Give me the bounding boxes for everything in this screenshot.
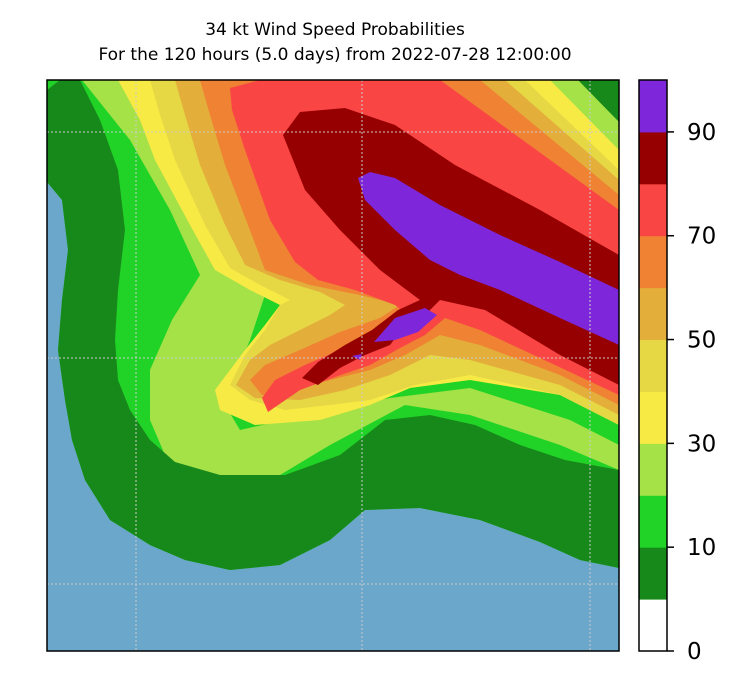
colorbar-band-70-80 xyxy=(639,183,667,237)
colorbar-tick-label: 10 xyxy=(687,535,716,561)
colorbar-tick-label: 30 xyxy=(687,431,716,457)
colorbar-band-10-20 xyxy=(639,495,667,548)
colorbar-band-20-30 xyxy=(639,443,667,496)
colorbar-frame xyxy=(638,79,668,652)
chart-subtitle: For the 120 hours (5.0 days) from 2022-0… xyxy=(98,45,572,65)
land-area xyxy=(47,182,619,651)
colorbar-tick-label: 50 xyxy=(687,328,716,354)
colorbar-band-60-70 xyxy=(639,235,667,289)
colorbar-band-90-100 xyxy=(639,80,667,133)
colorbar-band-80-90 xyxy=(639,131,667,185)
colorbar-band-5-10 xyxy=(639,547,667,600)
colorbar-band-30-40 xyxy=(639,391,667,444)
region-5-10 xyxy=(47,80,619,570)
colorbar-tick-label: 90 xyxy=(687,120,716,146)
map-frame xyxy=(46,79,620,652)
region-90-100 xyxy=(358,172,619,345)
region-10-20 xyxy=(47,80,82,90)
colorbar-band-40-50 xyxy=(639,339,667,392)
colorbar-band-0-5 xyxy=(639,599,667,652)
gridlines xyxy=(47,80,619,651)
colorbar-tick-label: 0 xyxy=(687,639,702,665)
chart-title: 34 kt Wind Speed Probabilities xyxy=(205,20,465,40)
colorbar-band-50-60 xyxy=(639,287,667,341)
region-90-100 xyxy=(374,308,437,342)
colorbar-tick-label: 70 xyxy=(687,224,716,250)
